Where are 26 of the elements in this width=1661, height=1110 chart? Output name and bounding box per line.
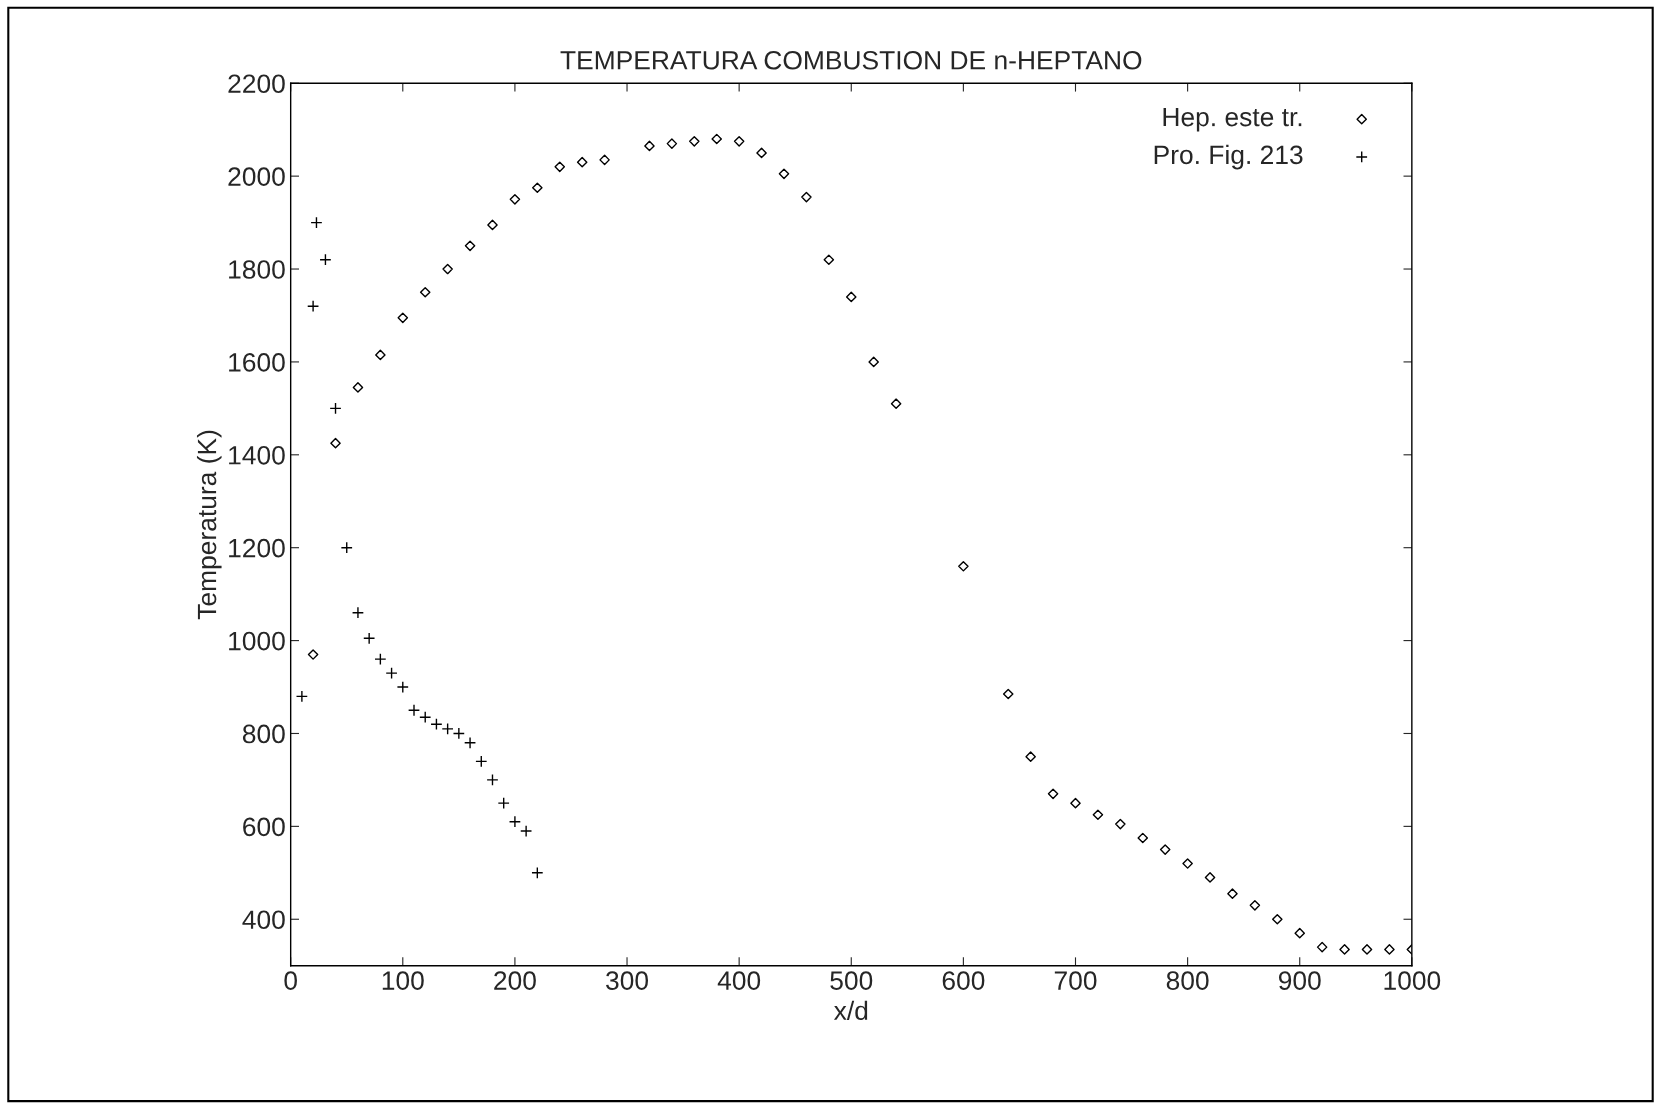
chart-title: TEMPERATURA COMBUSTION DE n-HEPTANO (560, 50, 1142, 70)
y-tick-label: 1200 (229, 538, 285, 558)
x-tick-label: 800 (1166, 971, 1209, 990)
y-tick-label: 400 (242, 910, 285, 930)
x-tick-label: 1000 (1384, 971, 1441, 990)
y-tick-label: 800 (242, 724, 285, 744)
y-tick-label: 600 (243, 817, 285, 837)
x-tick-label: 200 (494, 971, 536, 990)
x-tick-label: 400 (717, 971, 761, 990)
y-tick-label: 2000 (228, 167, 285, 186)
x-axis-title: x/d (833, 1000, 868, 1021)
legend-label: Pro. Fig. 213 (1154, 144, 1303, 170)
y-axis-title: Temperatura (K) (196, 430, 222, 620)
x-tick-label: 300 (606, 971, 649, 990)
x-tick-label: 600 (942, 971, 985, 990)
y-tick-label: 2200 (228, 74, 285, 94)
y-tick-label: 1800 (229, 260, 285, 279)
y-tick-label: 1400 (229, 445, 285, 465)
x-tick-label: 500 (830, 971, 873, 990)
x-tick-label: 900 (1278, 971, 1321, 990)
x-tick-label: 0 (284, 971, 297, 990)
x-tick-label: 100 (382, 971, 424, 990)
y-tick-label: 1000 (229, 631, 285, 651)
y-tick-label: 1600 (229, 353, 285, 372)
legend-label: Hep. este tr. (1163, 107, 1302, 132)
x-tick-label: 700 (1054, 971, 1097, 990)
